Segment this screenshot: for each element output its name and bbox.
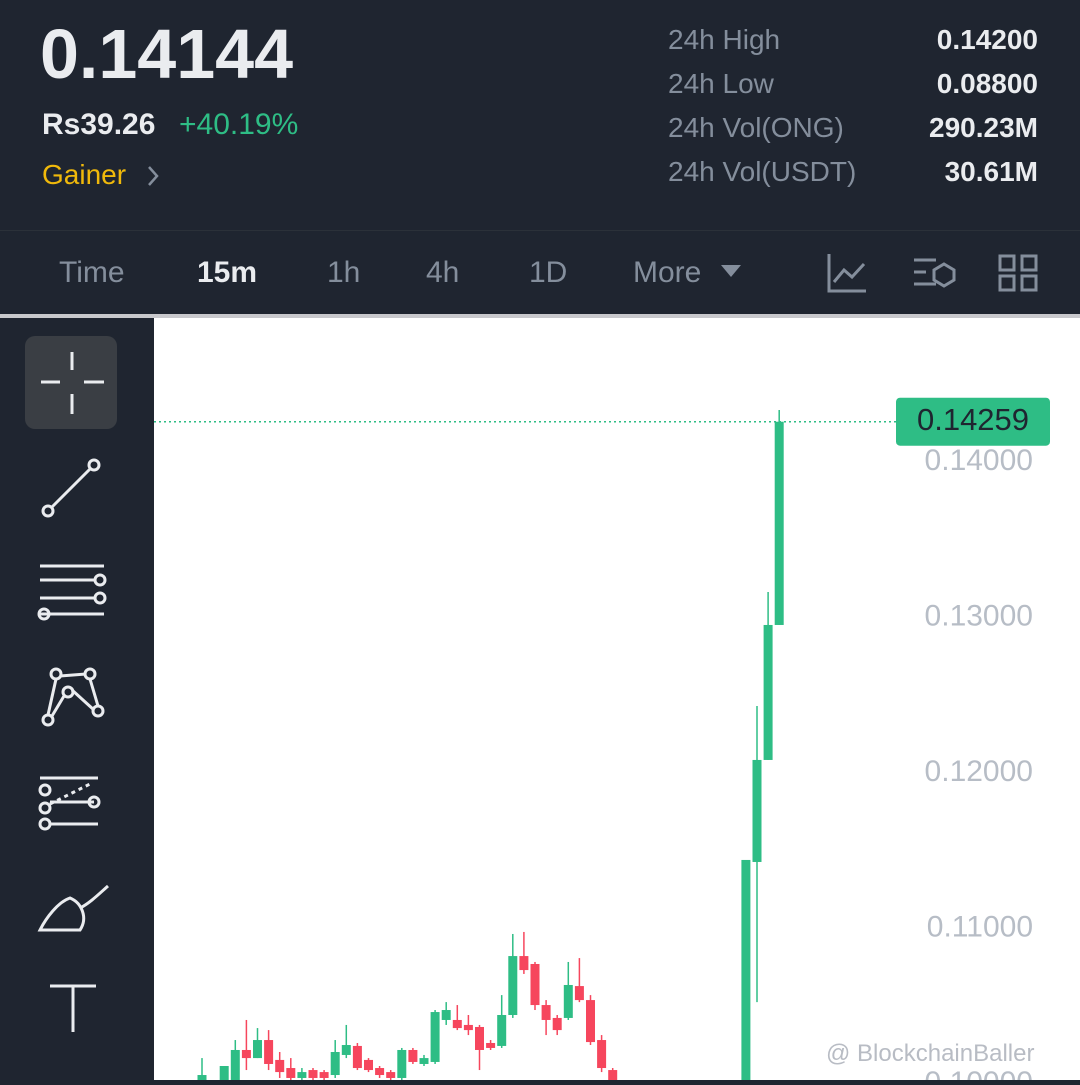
candle-body bbox=[552, 1017, 562, 1031]
drawing-toolbar bbox=[0, 318, 154, 1080]
candle-body bbox=[330, 1052, 340, 1076]
candle-body bbox=[264, 1040, 274, 1064]
candle-body bbox=[430, 1012, 440, 1062]
candle-body bbox=[475, 1026, 484, 1050]
candle-body bbox=[397, 1049, 407, 1078]
candle-body bbox=[364, 1059, 373, 1071]
candle-body bbox=[419, 1058, 429, 1064]
candle-body bbox=[486, 1042, 496, 1048]
gainer-tag[interactable]: Gainer bbox=[42, 159, 127, 190]
candle-body bbox=[574, 986, 584, 1001]
stat-value: 0.14200 bbox=[936, 24, 1038, 55]
candle-body bbox=[463, 1024, 473, 1031]
candle-body bbox=[608, 1070, 618, 1080]
y-tick-label: 0.11000 bbox=[927, 910, 1033, 943]
stat-label: 24h Low bbox=[668, 68, 774, 99]
last-price-tag bbox=[896, 397, 1050, 446]
candle-body bbox=[563, 984, 573, 1018]
candle-body bbox=[219, 1066, 229, 1080]
stat-label: 24h Vol(ONG) bbox=[668, 112, 844, 143]
candle-body bbox=[408, 1049, 418, 1062]
candle-body bbox=[497, 1014, 507, 1046]
candle-body bbox=[253, 1040, 262, 1059]
stat-value: 30.61M bbox=[944, 156, 1038, 187]
stat-value: 290.23M bbox=[929, 112, 1038, 143]
drawing-tools[interactable] bbox=[0, 318, 154, 1080]
stat-label: 24h High bbox=[668, 24, 781, 55]
tab[interactable]: More bbox=[633, 256, 702, 289]
candle-body bbox=[763, 624, 773, 760]
candle-body bbox=[452, 1019, 462, 1029]
chevron-icon bbox=[148, 166, 159, 186]
tab[interactable]: 4h bbox=[426, 256, 460, 289]
candle-body bbox=[441, 1010, 451, 1020]
stat-label: 24h Vol(USDT) bbox=[668, 156, 857, 187]
candle-body bbox=[541, 1005, 551, 1020]
fiat-price: Rs39.26 bbox=[42, 108, 156, 141]
candle-body bbox=[597, 1040, 607, 1069]
price-change: +40.19% bbox=[179, 108, 299, 141]
candle-body bbox=[241, 1049, 251, 1059]
candle-body bbox=[508, 956, 518, 1015]
candle-body bbox=[352, 1045, 362, 1069]
candle-body bbox=[286, 1068, 296, 1078]
tab-active[interactable]: 15m bbox=[197, 256, 258, 289]
candle-body bbox=[774, 421, 784, 625]
candle-body bbox=[530, 963, 540, 1006]
candle-body bbox=[375, 1068, 385, 1076]
y-tick-label: 0.14000 bbox=[925, 444, 1033, 477]
divider bbox=[0, 314, 1080, 318]
candle-body bbox=[308, 1070, 318, 1078]
last-price-label: 0.14259 bbox=[917, 402, 1029, 437]
divider bbox=[0, 230, 1080, 231]
tab[interactable]: 1D bbox=[529, 256, 568, 289]
candle-body bbox=[752, 759, 762, 862]
candle-body bbox=[230, 1049, 240, 1080]
last-price: 0.14144 bbox=[40, 15, 294, 93]
stat-value: 0.08800 bbox=[936, 68, 1038, 99]
candle-body bbox=[197, 1075, 207, 1080]
candle-body bbox=[297, 1072, 307, 1078]
tab[interactable]: Time bbox=[59, 256, 125, 289]
candle-body bbox=[319, 1072, 329, 1078]
candle-body bbox=[341, 1045, 351, 1055]
candle-body bbox=[275, 1059, 285, 1073]
y-tick-label: 0.13000 bbox=[925, 599, 1033, 632]
toolbar-icons[interactable] bbox=[826, 252, 1042, 294]
dropdown-icon bbox=[721, 265, 741, 277]
tab[interactable]: 1h bbox=[327, 256, 361, 289]
watermark: @ BlockchainBaller bbox=[826, 1040, 1035, 1067]
candle-body bbox=[586, 1000, 595, 1043]
candle-body bbox=[519, 956, 529, 971]
y-tick-label: 0.12000 bbox=[925, 755, 1033, 788]
candle-body bbox=[386, 1072, 396, 1078]
candle-body bbox=[741, 859, 751, 1080]
